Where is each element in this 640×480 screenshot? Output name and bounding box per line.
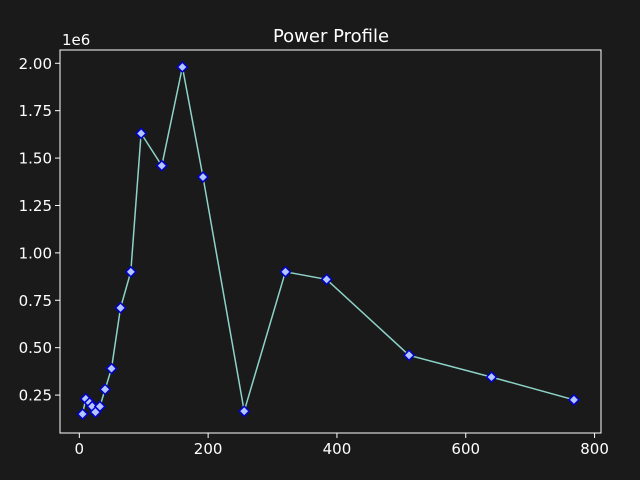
- data-markers: [76, 61, 581, 421]
- y-tick-label: 0.25: [19, 387, 52, 405]
- x-axis: 0 200 400 600 800: [75, 433, 609, 458]
- data-point-marker: [114, 301, 127, 314]
- data-point-marker: [76, 407, 89, 421]
- data-point-marker: [93, 400, 106, 413]
- y-tick-label: 1.50: [19, 150, 52, 168]
- y-tick-label: 0.50: [19, 339, 52, 357]
- data-point-marker: [155, 159, 168, 172]
- data-point-marker: [403, 349, 416, 362]
- data-point-marker: [124, 265, 137, 278]
- x-tick-label: 0: [75, 440, 85, 458]
- data-point-marker: [238, 405, 251, 418]
- x-tick-label: 400: [323, 440, 352, 458]
- y-tick-label: 1.75: [19, 102, 52, 120]
- data-point-marker: [567, 393, 581, 406]
- y-axis-multiplier: 1e6: [62, 31, 90, 49]
- data-point-marker: [279, 265, 292, 278]
- x-tick-label: 200: [194, 440, 223, 458]
- data-point-marker: [176, 61, 189, 74]
- data-point-marker: [196, 170, 210, 184]
- data-point-marker: [320, 273, 333, 286]
- data-point-marker: [485, 371, 498, 384]
- data-point-marker: [99, 383, 112, 396]
- y-tick-label: 0.75: [19, 292, 52, 310]
- data-point-marker: [105, 362, 118, 375]
- chart-title: Power Profile: [273, 26, 389, 47]
- data-point-marker: [135, 127, 148, 140]
- y-tick-label: 1.00: [19, 244, 52, 262]
- plot-area-frame: [59, 49, 602, 434]
- y-axis: 0.25 0.50 0.75 1.00 1.25 1.50 1.75 2.00: [19, 55, 60, 405]
- x-tick-label: 800: [580, 440, 609, 458]
- x-tick-label: 600: [451, 440, 480, 458]
- y-tick-label: 2.00: [19, 55, 52, 73]
- y-tick-label: 1.25: [19, 197, 52, 215]
